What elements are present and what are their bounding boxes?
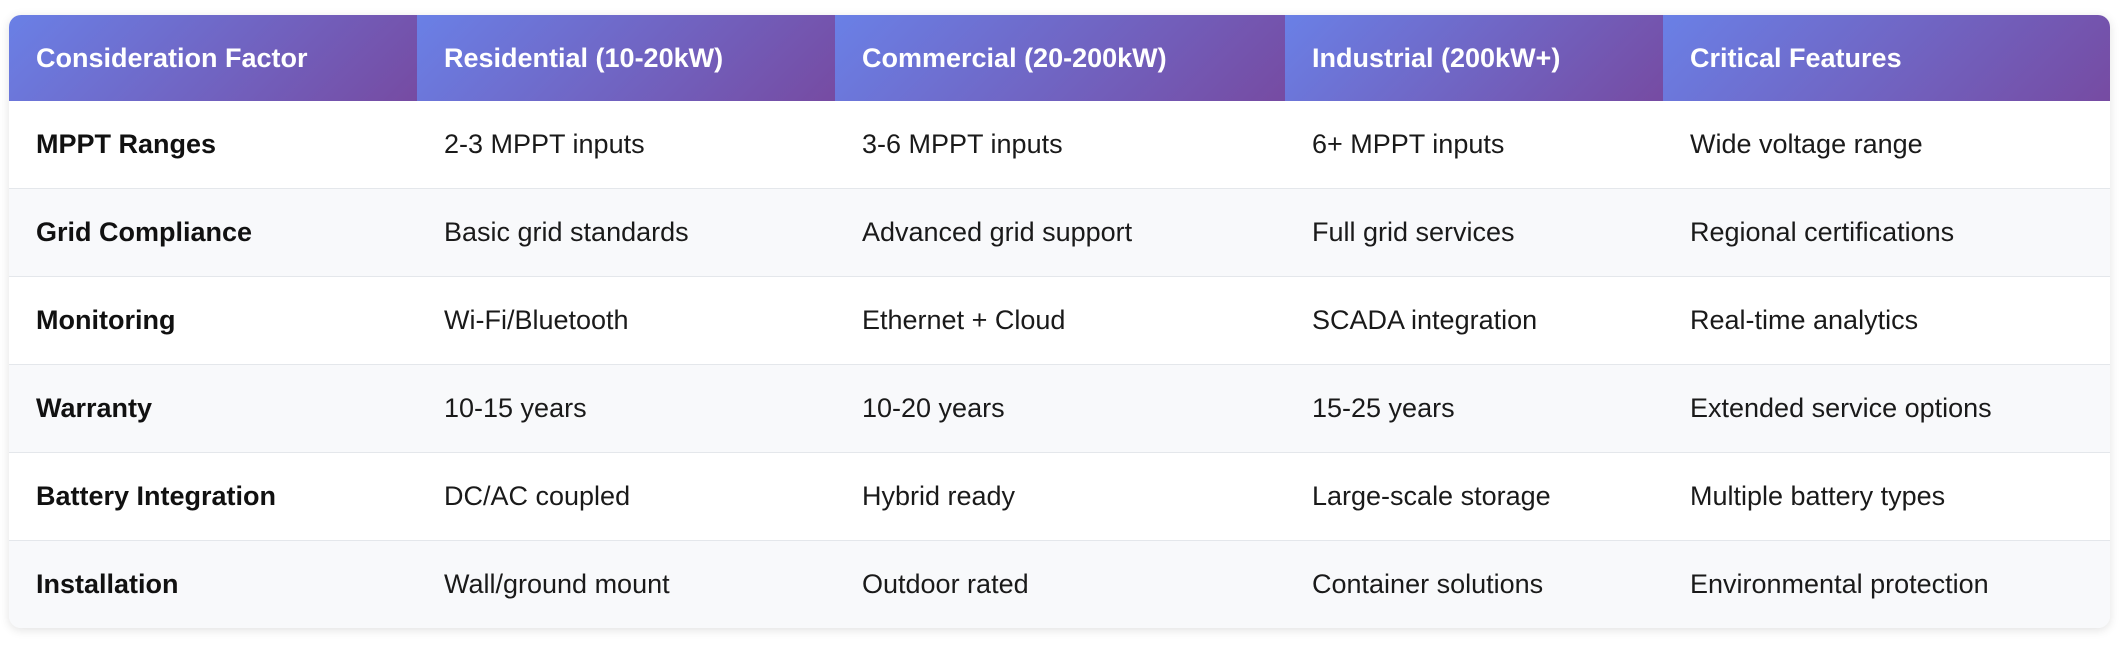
header-industrial: Industrial (200kW+) bbox=[1285, 15, 1663, 101]
header-commercial: Commercial (20-200kW) bbox=[835, 15, 1285, 101]
row-factor-label: Grid Compliance bbox=[9, 188, 417, 277]
table-row: MPPT Ranges 2-3 MPPT inputs 3-6 MPPT inp… bbox=[9, 101, 2110, 189]
table-cell: 2-3 MPPT inputs bbox=[417, 101, 835, 189]
table-cell: Basic grid standards bbox=[417, 188, 835, 277]
comparison-table-container: Consideration Factor Residential (10-20k… bbox=[9, 15, 2110, 628]
table-row: Monitoring Wi-Fi/Bluetooth Ethernet + Cl… bbox=[9, 276, 2110, 365]
comparison-table: Consideration Factor Residential (10-20k… bbox=[9, 15, 2110, 628]
header-residential: Residential (10-20kW) bbox=[417, 15, 835, 101]
table-cell: 10-20 years bbox=[835, 364, 1285, 453]
table-cell: Container solutions bbox=[1285, 540, 1663, 628]
table-cell: 15-25 years bbox=[1285, 364, 1663, 453]
row-factor-label: Monitoring bbox=[9, 276, 417, 365]
table-cell: SCADA integration bbox=[1285, 276, 1663, 365]
table-header: Consideration Factor Residential (10-20k… bbox=[9, 15, 2110, 101]
table-cell: Large-scale storage bbox=[1285, 452, 1663, 541]
table-cell: Multiple battery types bbox=[1663, 452, 2110, 541]
table-cell: 6+ MPPT inputs bbox=[1285, 101, 1663, 189]
table-cell: Advanced grid support bbox=[835, 188, 1285, 277]
header-row: Consideration Factor Residential (10-20k… bbox=[9, 15, 2110, 101]
table-cell: Real-time analytics bbox=[1663, 276, 2110, 365]
row-factor-label: Battery Integration bbox=[9, 452, 417, 541]
table-cell: 10-15 years bbox=[417, 364, 835, 453]
header-critical-features: Critical Features bbox=[1663, 15, 2110, 101]
table-cell: Regional certifications bbox=[1663, 188, 2110, 277]
table-cell: Wall/ground mount bbox=[417, 540, 835, 628]
table-cell: Ethernet + Cloud bbox=[835, 276, 1285, 365]
header-consideration-factor: Consideration Factor bbox=[9, 15, 417, 101]
row-factor-label: Installation bbox=[9, 540, 417, 628]
table-cell: Wide voltage range bbox=[1663, 101, 2110, 189]
row-factor-label: Warranty bbox=[9, 364, 417, 453]
row-factor-label: MPPT Ranges bbox=[9, 101, 417, 189]
table-row: Grid Compliance Basic grid standards Adv… bbox=[9, 188, 2110, 277]
table-cell: Outdoor rated bbox=[835, 540, 1285, 628]
table-row: Warranty 10-15 years 10-20 years 15-25 y… bbox=[9, 364, 2110, 453]
table-row: Installation Wall/ground mount Outdoor r… bbox=[9, 540, 2110, 628]
table-cell: Extended service options bbox=[1663, 364, 2110, 453]
table-cell: 3-6 MPPT inputs bbox=[835, 101, 1285, 189]
table-row: Battery Integration DC/AC coupled Hybrid… bbox=[9, 452, 2110, 541]
table-cell: Environmental protection bbox=[1663, 540, 2110, 628]
table-cell: Wi-Fi/Bluetooth bbox=[417, 276, 835, 365]
table-cell: Hybrid ready bbox=[835, 452, 1285, 541]
table-body: MPPT Ranges 2-3 MPPT inputs 3-6 MPPT inp… bbox=[9, 101, 2110, 628]
table-cell: Full grid services bbox=[1285, 188, 1663, 277]
table-cell: DC/AC coupled bbox=[417, 452, 835, 541]
